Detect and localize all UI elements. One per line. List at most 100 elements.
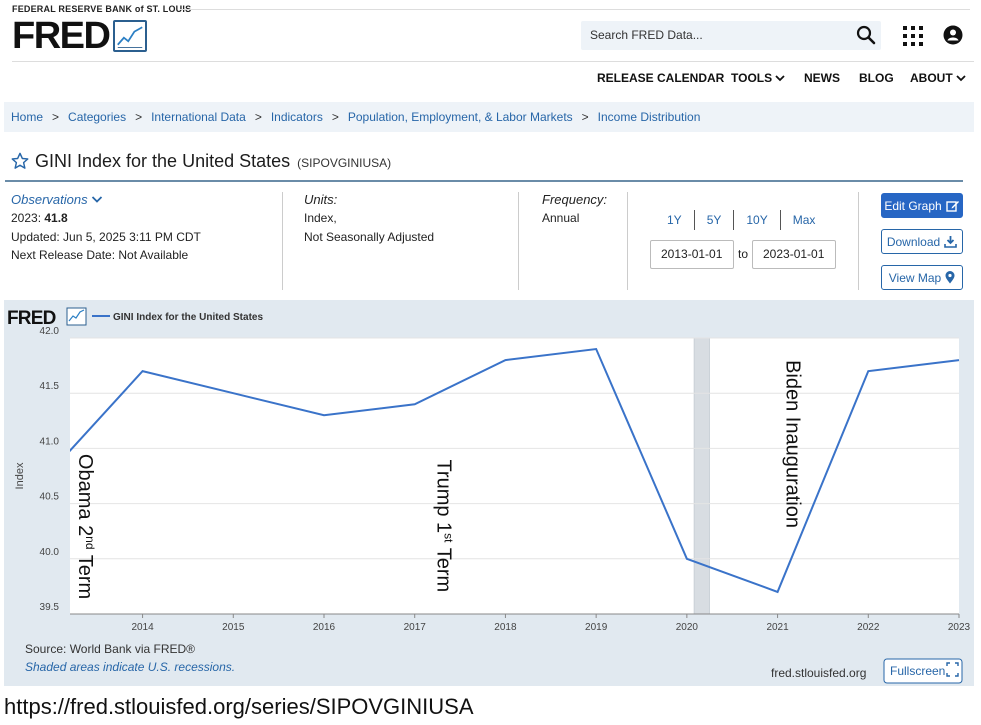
top-rule <box>180 9 970 10</box>
range-10y-button[interactable]: 10Y <box>734 210 781 230</box>
date-to-label: to <box>738 247 749 261</box>
fullscreen-button[interactable] <box>883 658 963 684</box>
range-max-button[interactable]: Max <box>792 213 816 227</box>
breadcrumb-separator: > <box>254 110 262 124</box>
data-point[interactable] <box>685 557 689 561</box>
download-label: Download <box>886 234 941 249</box>
breadcrumb: Home > Categories > International Data >… <box>4 102 974 132</box>
logo-chart-icon <box>113 20 148 52</box>
view-map-button[interactable]: View Map <box>881 265 963 290</box>
breadcrumb-income-distribution[interactable]: Income Distribution <box>597 110 701 124</box>
range-buttons: 1Y 5Y 10Y Max <box>661 210 827 230</box>
breadcrumb-indicators[interactable]: Indicators <box>270 110 323 124</box>
observations-label: Observations <box>11 192 88 207</box>
divider <box>858 192 859 290</box>
data-point[interactable] <box>413 402 417 406</box>
nav-about-label: ABOUT <box>910 71 953 85</box>
units-value-line2: Not Seasonally Adjusted <box>304 230 435 244</box>
fred-logo[interactable]: FRED <box>12 17 148 55</box>
recession-note: Shaded areas indicate U.S. recessions. <box>25 660 235 674</box>
nav-tools[interactable]: TOOLS <box>731 71 785 85</box>
x-tick-label: 2015 <box>222 622 245 633</box>
data-point[interactable] <box>231 391 235 395</box>
breadcrumb-separator: > <box>52 110 60 124</box>
nav-tools-label: TOOLS <box>731 71 773 85</box>
url-caption: https://fred.stlouisfed.org/series/SIPOV… <box>4 694 474 719</box>
search-icon[interactable] <box>855 24 877 46</box>
chart-annotation: Biden Inauguration <box>782 360 804 528</box>
nav-blog[interactable]: BLOG <box>859 71 894 85</box>
data-point[interactable] <box>141 369 145 373</box>
breadcrumb-international-data[interactable]: International Data <box>151 110 246 124</box>
start-date-input[interactable]: 2013-01-01 <box>650 240 734 269</box>
fullscreen-icon <box>946 662 959 677</box>
chart-fred-logo: FRED <box>7 308 56 329</box>
chevron-down-icon <box>775 75 785 82</box>
title-rule <box>5 180 963 182</box>
breadcrumb-separator: > <box>135 110 143 124</box>
data-point[interactable] <box>503 358 507 362</box>
x-tick-label: 2014 <box>131 622 154 633</box>
frequency-label: Frequency: <box>542 192 608 207</box>
view-map-label: View Map <box>888 270 942 285</box>
nav-release-calendar[interactable]: RELEASE CALENDAR <box>597 71 725 85</box>
x-tick-label: 2016 <box>313 622 336 633</box>
breadcrumb-separator: > <box>331 110 339 124</box>
chart-annotation: Obama 2nd Term <box>74 454 97 599</box>
chevron-down-icon <box>91 196 102 203</box>
x-tick-label: 2022 <box>857 622 880 633</box>
data-point[interactable] <box>594 347 598 351</box>
x-tick-label: 2018 <box>494 622 517 633</box>
breadcrumb-categories[interactable]: Categories <box>68 110 127 124</box>
observations-toggle[interactable]: Observations <box>11 192 103 207</box>
divider <box>627 192 628 290</box>
range-5y-button[interactable]: 5Y <box>695 210 735 230</box>
series-title: GINI Index for the United States <box>35 151 291 171</box>
site-label: fred.stlouisfed.org <box>771 666 866 680</box>
chevron-down-icon <box>956 75 966 82</box>
download-icon <box>944 236 957 248</box>
data-point[interactable] <box>776 590 780 594</box>
y-tick-label: 40.5 <box>40 492 60 503</box>
map-pin-icon <box>945 271 955 284</box>
range-1y-button[interactable]: 1Y <box>661 210 695 230</box>
units-value-line1: Index, <box>304 211 337 225</box>
chart-logo-icon-line <box>68 309 85 322</box>
breadcrumb-home[interactable]: Home <box>11 110 44 124</box>
search-placeholder: Search FRED Data... <box>590 28 703 42</box>
download-button[interactable]: Download <box>881 229 963 254</box>
observation-year: 2023: <box>11 211 45 225</box>
data-point[interactable] <box>957 358 961 362</box>
edit-icon <box>945 200 959 212</box>
source-text: Source: World Bank via FRED® <box>25 642 195 656</box>
header-rule <box>12 61 974 62</box>
edit-graph-button[interactable]: Edit Graph <box>881 193 963 218</box>
x-tick-label: 2019 <box>585 622 608 633</box>
legend-label: GINI Index for the United States <box>113 312 263 323</box>
divider <box>518 192 519 290</box>
nav-news[interactable]: NEWS <box>804 71 840 85</box>
end-date-input[interactable]: 2023-01-01 <box>752 240 836 269</box>
chart-panel: FRED GINI Index for the United States 42… <box>4 300 974 686</box>
apps-grid-icon[interactable] <box>902 25 924 47</box>
nav-about[interactable]: ABOUT <box>910 71 966 85</box>
observation-value: 41.8 <box>44 211 68 225</box>
x-tick-label: 2017 <box>404 622 427 633</box>
chart-annotation: Trump 1st Term <box>432 459 455 592</box>
latest-observation: 2023: 41.8 <box>11 211 68 225</box>
y-tick-label: 39.5 <box>40 602 60 613</box>
data-point[interactable] <box>866 369 870 373</box>
gini-line-chart[interactable]: FRED GINI Index for the United States 42… <box>4 300 974 686</box>
star-icon[interactable] <box>11 152 29 170</box>
org-label: FEDERAL RESERVE BANK of ST. LOUIS <box>12 4 192 14</box>
units-label: Units: <box>304 192 338 207</box>
data-point[interactable] <box>50 468 54 472</box>
data-point[interactable] <box>322 413 326 417</box>
breadcrumb-population[interactable]: Population, Employment, & Labor Markets <box>347 110 573 124</box>
account-icon[interactable] <box>943 25 963 45</box>
search-input[interactable]: Search FRED Data... <box>581 21 881 50</box>
x-tick-label: 2020 <box>676 622 699 633</box>
series-line[interactable] <box>52 347 960 594</box>
y-tick-label: 41.5 <box>40 381 60 392</box>
divider <box>282 192 283 290</box>
